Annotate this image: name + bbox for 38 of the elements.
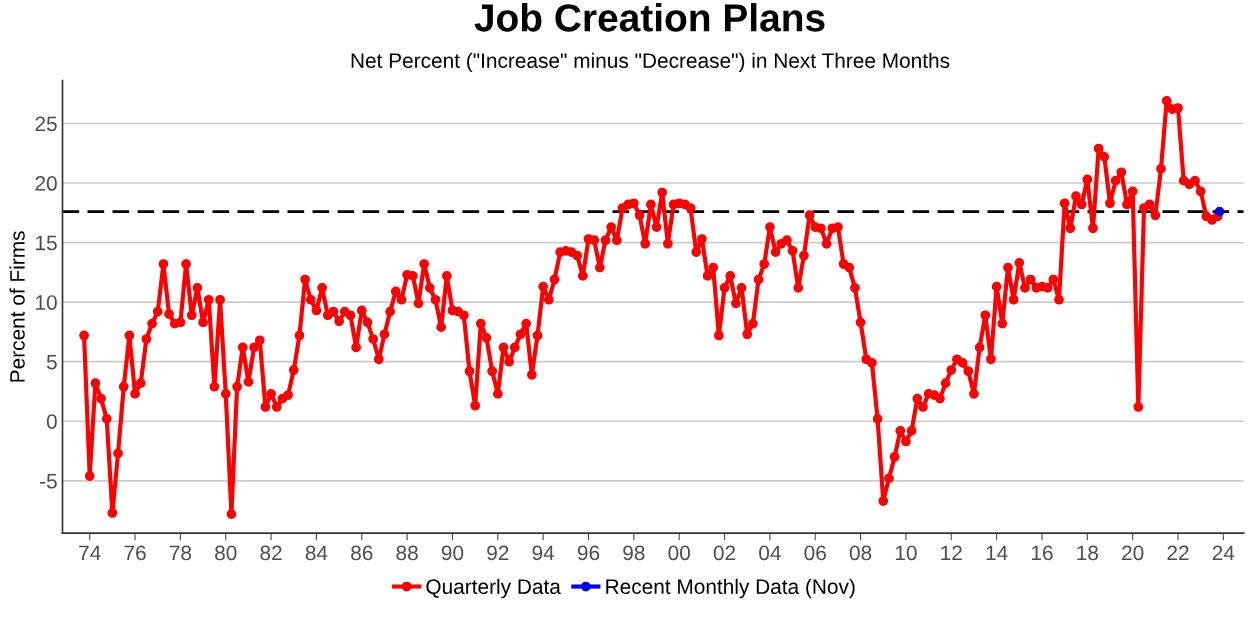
chart-title: Job Creation Plans [474, 3, 825, 32]
x-tick-label: 02 [713, 545, 736, 561]
x-tick-label: 76 [124, 545, 146, 561]
chart-subtitle: Net Percent ("Increase" minus "Decrease") in Next Three Months [351, 52, 950, 73]
y-tick-label: 10 [36, 295, 57, 310]
x-tick-label: 04 [759, 545, 781, 561]
x-tick-label: 94 [532, 545, 555, 561]
x-tick-label: 78 [169, 545, 192, 561]
x-tick-label: 92 [487, 545, 509, 561]
y-tick-label: 20 [35, 176, 57, 191]
x-tick-label: 86 [351, 545, 373, 561]
y-tick-label: 0 [46, 414, 57, 429]
y-tick-label: -5 [40, 474, 57, 489]
x-tick-label: 06 [804, 545, 826, 561]
x-tick-label: 12 [941, 545, 962, 561]
x-tick-label: 24 [1212, 545, 1235, 561]
x-tick-label: 82 [260, 545, 282, 561]
x-tick-label: 84 [305, 545, 328, 561]
x-tick-label: 96 [577, 545, 600, 561]
y-tick-label: 5 [46, 354, 57, 370]
x-tick-label: 16 [1031, 545, 1053, 561]
x-tick-label: 74 [79, 545, 101, 561]
x-tick-label: 90 [441, 545, 464, 561]
x-tick-label: 98 [623, 545, 645, 561]
x-tick-label: 08 [849, 545, 872, 561]
x-tick-label: 80 [215, 545, 237, 561]
y-axis-title: Percent of Firms [9, 231, 25, 382]
legend-label: Quarterly Data [426, 578, 561, 599]
x-tick-label: 10 [895, 545, 917, 561]
y-tick-label: 25 [35, 116, 57, 132]
x-tick-label: 22 [1167, 545, 1189, 561]
x-tick-label: 18 [1077, 545, 1098, 561]
x-tick-label: 00 [668, 545, 690, 561]
x-tick-label: 88 [396, 545, 418, 561]
y-tick-label: 15 [36, 235, 57, 251]
x-tick-label: 14 [986, 545, 1008, 561]
legend-label: Recent Monthly Data (Nov) [606, 578, 855, 599]
x-tick-label: 20 [1122, 545, 1144, 561]
